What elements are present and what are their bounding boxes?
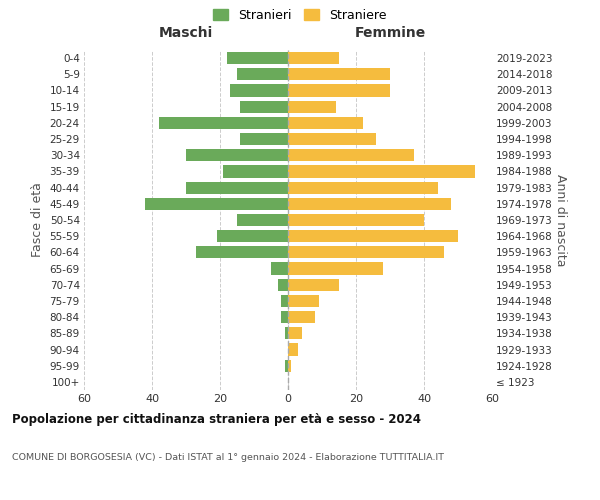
- Bar: [288, 166, 475, 177]
- Text: Femmine: Femmine: [355, 26, 425, 40]
- Bar: [288, 295, 319, 307]
- Bar: [288, 360, 292, 372]
- Y-axis label: Anni di nascita: Anni di nascita: [554, 174, 567, 266]
- Bar: [288, 182, 437, 194]
- Bar: [186, 149, 288, 162]
- Bar: [241, 100, 288, 112]
- Bar: [288, 230, 458, 242]
- Bar: [227, 52, 288, 64]
- Bar: [288, 214, 424, 226]
- Text: Maschi: Maschi: [159, 26, 213, 40]
- Legend: Stranieri, Straniere: Stranieri, Straniere: [213, 8, 387, 22]
- Bar: [237, 68, 288, 80]
- Bar: [284, 360, 288, 372]
- Bar: [288, 262, 383, 274]
- Bar: [196, 246, 288, 258]
- Text: COMUNE DI BORGOSESIA (VC) - Dati ISTAT al 1° gennaio 2024 - Elaborazione TUTTITA: COMUNE DI BORGOSESIA (VC) - Dati ISTAT a…: [12, 452, 444, 462]
- Bar: [230, 84, 288, 96]
- Bar: [271, 262, 288, 274]
- Bar: [288, 344, 298, 355]
- Bar: [288, 246, 445, 258]
- Bar: [288, 133, 376, 145]
- Bar: [241, 133, 288, 145]
- Bar: [223, 166, 288, 177]
- Bar: [281, 295, 288, 307]
- Bar: [145, 198, 288, 210]
- Bar: [288, 68, 390, 80]
- Bar: [288, 278, 339, 291]
- Bar: [288, 52, 339, 64]
- Bar: [159, 117, 288, 129]
- Bar: [288, 84, 390, 96]
- Bar: [288, 328, 302, 340]
- Bar: [288, 311, 315, 323]
- Bar: [288, 117, 363, 129]
- Bar: [281, 311, 288, 323]
- Bar: [278, 278, 288, 291]
- Bar: [237, 214, 288, 226]
- Text: Popolazione per cittadinanza straniera per età e sesso - 2024: Popolazione per cittadinanza straniera p…: [12, 412, 421, 426]
- Bar: [288, 149, 414, 162]
- Bar: [288, 198, 451, 210]
- Y-axis label: Fasce di età: Fasce di età: [31, 182, 44, 258]
- Bar: [288, 100, 335, 112]
- Bar: [186, 182, 288, 194]
- Bar: [284, 328, 288, 340]
- Bar: [217, 230, 288, 242]
